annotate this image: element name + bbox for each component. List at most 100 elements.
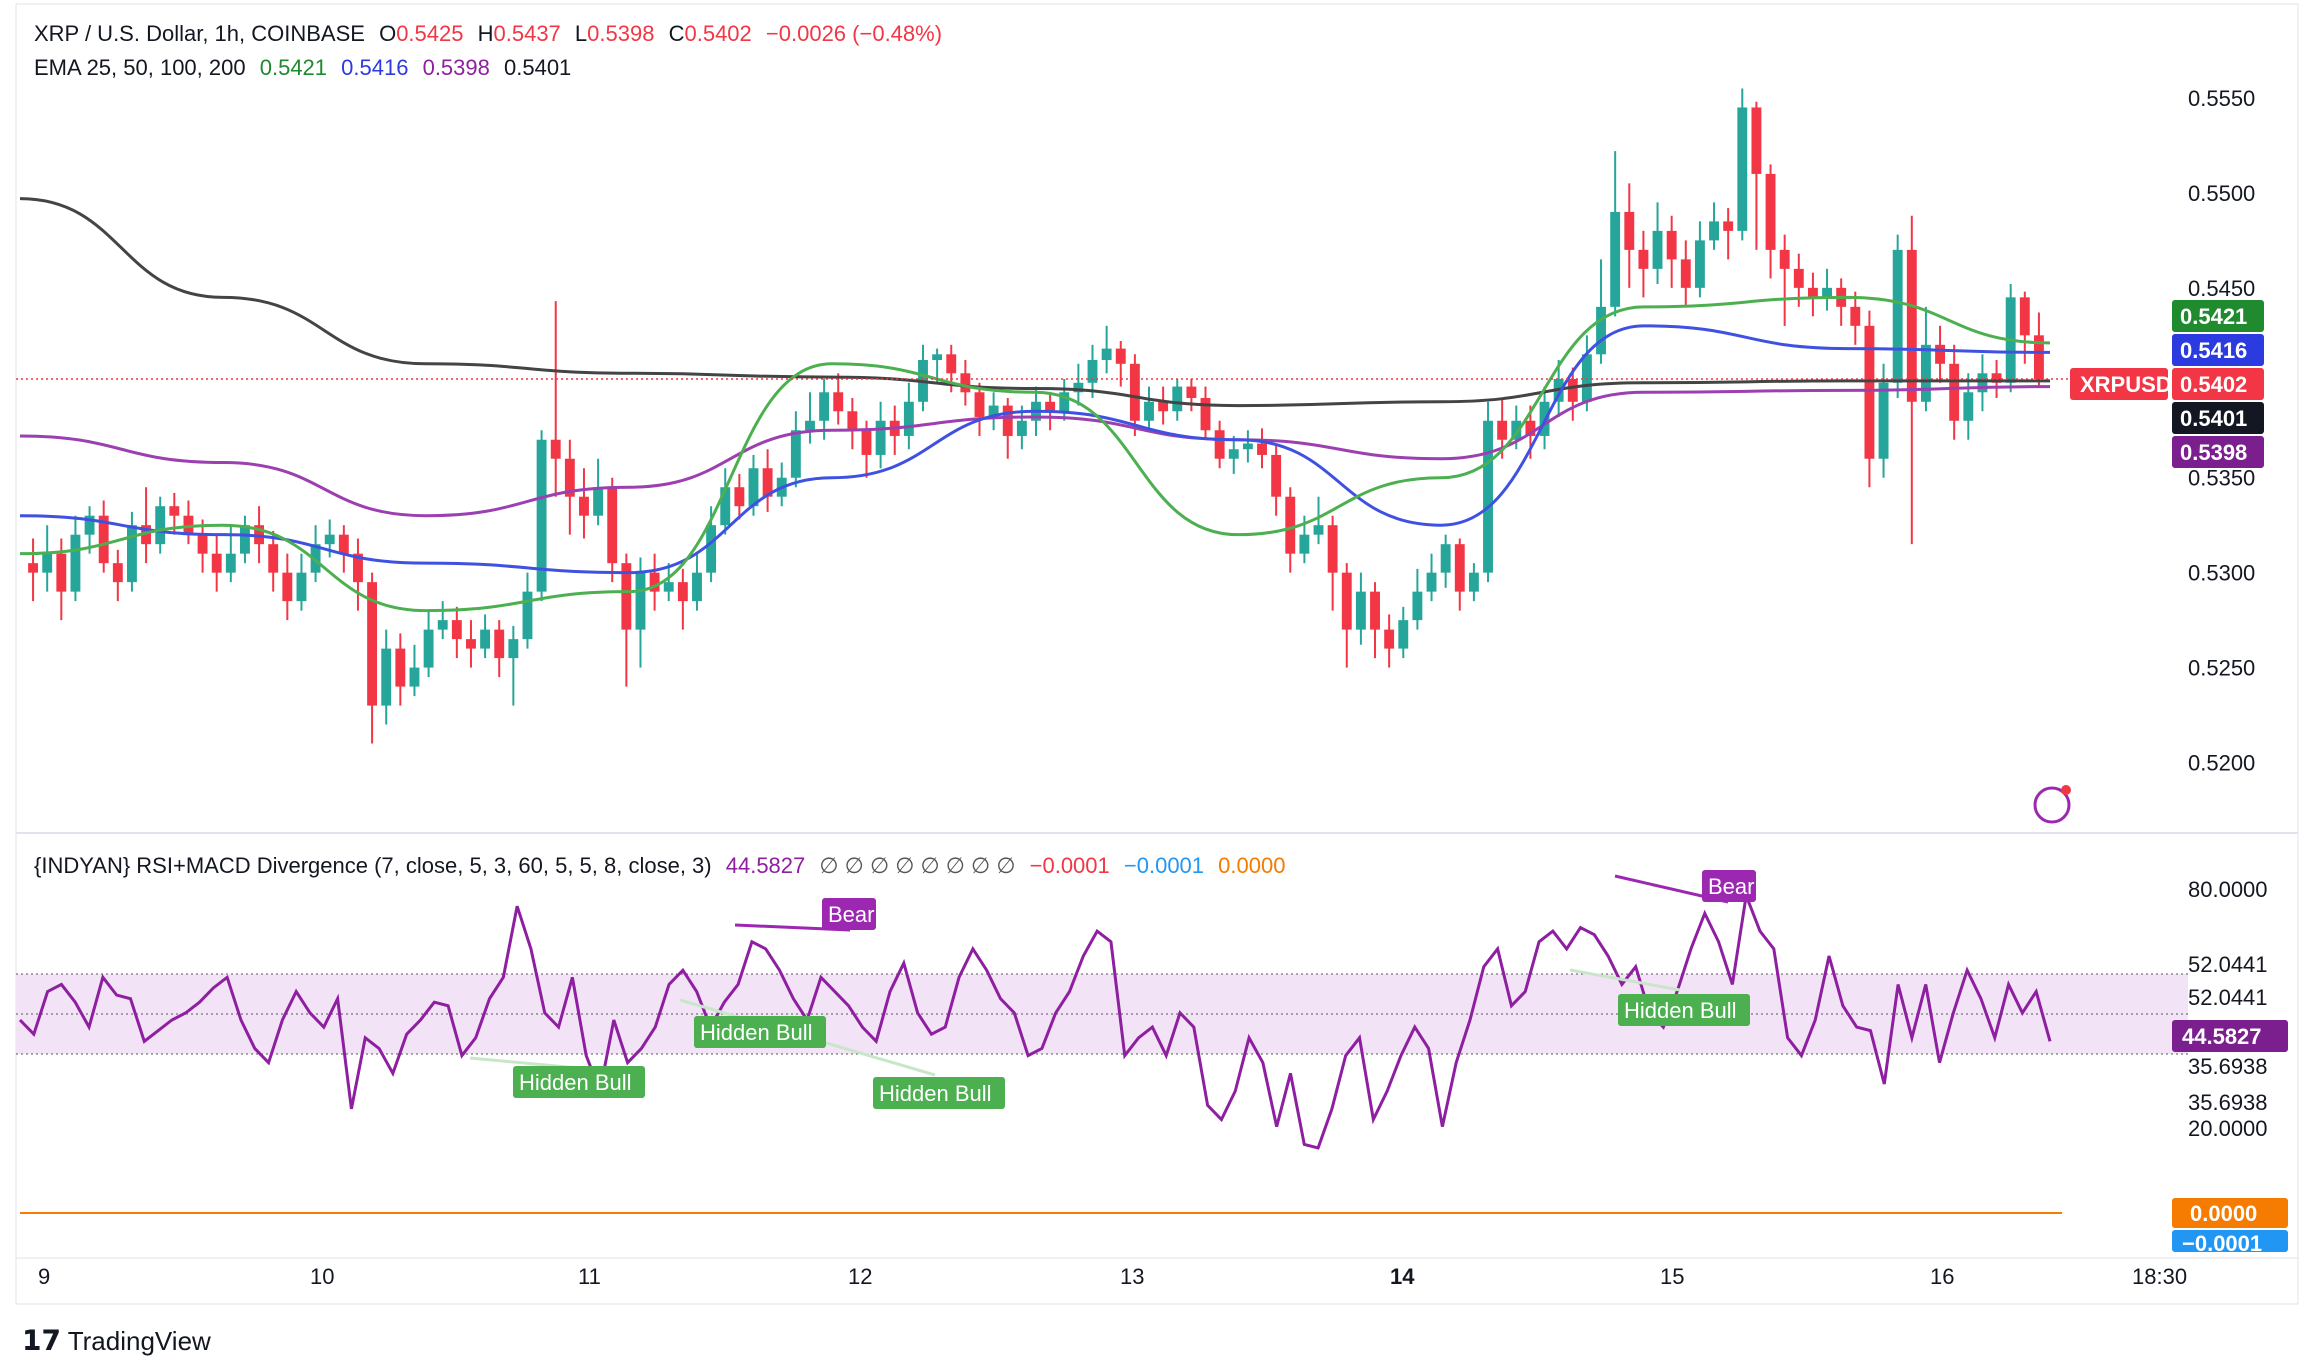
price-axis-label: 0.5200 bbox=[2188, 751, 2255, 776]
bull-signal-label bbox=[873, 1077, 1005, 1109]
candle-body bbox=[550, 439, 561, 459]
ema100-value: 0.5398 bbox=[422, 55, 490, 80]
bull-signal-text: Hidden Bull bbox=[879, 1081, 992, 1106]
bull-signal-label bbox=[1618, 994, 1750, 1026]
candle-body bbox=[988, 405, 999, 417]
high-value: 0.5437 bbox=[493, 21, 561, 46]
candle-body bbox=[1313, 525, 1324, 535]
price-axis-label: 0.5500 bbox=[2188, 181, 2255, 206]
rsi-axis-label: 52.0441 bbox=[2188, 985, 2268, 1010]
candle-body bbox=[1228, 449, 1239, 459]
candle-body bbox=[225, 553, 236, 573]
indicator-v2: −0.0001 bbox=[1123, 853, 1205, 878]
tradingview-logo[interactable]: 𝟭𝟳 TradingView bbox=[22, 1324, 211, 1357]
indicator-v3: 0.0000 bbox=[1218, 853, 1286, 878]
chart-frame bbox=[15, 3, 2299, 1305]
bear-signal-text: Bear bbox=[1708, 874, 1754, 899]
candle-body bbox=[141, 525, 152, 545]
candle-body bbox=[1468, 572, 1479, 592]
candle-body bbox=[1002, 405, 1013, 436]
candle-body bbox=[1807, 287, 1818, 298]
macd-tag bbox=[2172, 1198, 2288, 1228]
candle-body bbox=[1779, 249, 1790, 269]
candle-body bbox=[381, 648, 392, 706]
price-axis-label: 0.5350 bbox=[2188, 466, 2255, 491]
candle-body bbox=[1666, 230, 1677, 260]
candle-body bbox=[98, 515, 109, 564]
candle-body bbox=[1440, 544, 1451, 573]
candle-body bbox=[1709, 221, 1719, 241]
price-axis-label: 0.5450 bbox=[2188, 276, 2255, 301]
candle-body bbox=[1581, 354, 1592, 402]
candle-body bbox=[2033, 335, 2044, 379]
candle-body bbox=[579, 496, 589, 516]
indicator-label: {INDYAN} RSI+MACD Divergence (7, close, … bbox=[34, 853, 712, 878]
candle-body bbox=[1596, 306, 1606, 355]
rsi-tag bbox=[2172, 1020, 2288, 1052]
candle-body bbox=[282, 572, 293, 602]
indicator-legend[interactable]: {INDYAN} RSI+MACD Divergence (7, close, … bbox=[34, 853, 1293, 879]
candle-body bbox=[1059, 392, 1070, 412]
candle-body bbox=[1949, 363, 1960, 421]
ema-legend-label: EMA 25, 50, 100, 200 bbox=[34, 55, 246, 80]
macd-tag bbox=[2172, 1230, 2288, 1252]
close-value: 0.5402 bbox=[684, 21, 752, 46]
candle-body bbox=[240, 525, 250, 554]
price-tag bbox=[2172, 368, 2264, 400]
bull-divergence-line bbox=[1569, 968, 1681, 992]
candle-body bbox=[635, 572, 646, 630]
indicator-empty-values: ∅ ∅ ∅ ∅ ∅ ∅ ∅ ∅ bbox=[819, 853, 1016, 878]
macd-tag-text: −0.0001 bbox=[2182, 1231, 2262, 1256]
candle-body bbox=[522, 591, 533, 640]
candle-body bbox=[508, 639, 519, 659]
candle-body bbox=[1892, 249, 1903, 383]
candle-body bbox=[692, 572, 702, 602]
candle-body bbox=[395, 648, 406, 687]
candle-body bbox=[593, 487, 604, 516]
candle-body bbox=[1327, 525, 1338, 573]
candle-body bbox=[367, 582, 378, 706]
time-axis-label: 14 bbox=[1390, 1264, 1415, 1289]
open-value: 0.5425 bbox=[396, 21, 464, 46]
price-tag-text: 0.5421 bbox=[2180, 304, 2247, 329]
candle-body bbox=[663, 582, 674, 592]
ema25-line bbox=[19, 295, 2051, 613]
time-axis-label: 18:30 bbox=[2132, 1264, 2187, 1289]
candle-body bbox=[1045, 401, 1056, 412]
ema100-line bbox=[19, 385, 2051, 518]
candle-body bbox=[338, 534, 349, 554]
candle-body bbox=[409, 667, 420, 687]
candle-body bbox=[1200, 397, 1211, 431]
candle-body bbox=[1285, 496, 1296, 554]
candle-body bbox=[1511, 420, 1522, 440]
lightning-icon bbox=[2033, 786, 2071, 824]
bear-signal-text: Bear bbox=[828, 902, 874, 927]
candle-body bbox=[480, 629, 491, 649]
candle-body bbox=[197, 534, 208, 554]
ema200-value: 0.5401 bbox=[504, 55, 572, 80]
candle-body bbox=[1073, 382, 1084, 393]
symbol-legend: XRP / U.S. Dollar, 1h, COINBASE O0.5425 … bbox=[34, 21, 950, 47]
candle-body bbox=[1172, 386, 1183, 412]
tv-logo-icon: 𝟭𝟳 bbox=[22, 1325, 61, 1356]
candle-body bbox=[1115, 348, 1126, 364]
price-axis-label: 0.5250 bbox=[2188, 656, 2255, 681]
ema50-value: 0.5416 bbox=[341, 55, 409, 80]
candle-body bbox=[790, 430, 801, 478]
candle-body bbox=[324, 534, 335, 545]
candle-body bbox=[1991, 373, 2002, 383]
candle-body bbox=[1426, 572, 1437, 592]
brand-name: TradingView bbox=[67, 1326, 211, 1356]
ema-legend[interactable]: EMA 25, 50, 100, 200 0.5421 0.5416 0.539… bbox=[34, 55, 579, 81]
candle-body bbox=[875, 420, 886, 455]
candle-body bbox=[946, 354, 957, 374]
candle-body bbox=[296, 572, 307, 602]
candle-body bbox=[211, 553, 222, 573]
low-label: L bbox=[574, 21, 588, 46]
bull-signal-label bbox=[694, 1016, 826, 1048]
price-tag-text: 0.5398 bbox=[2180, 440, 2247, 465]
candle-body bbox=[155, 506, 166, 545]
price-tag bbox=[2172, 436, 2264, 468]
ema200-line bbox=[19, 197, 2050, 408]
